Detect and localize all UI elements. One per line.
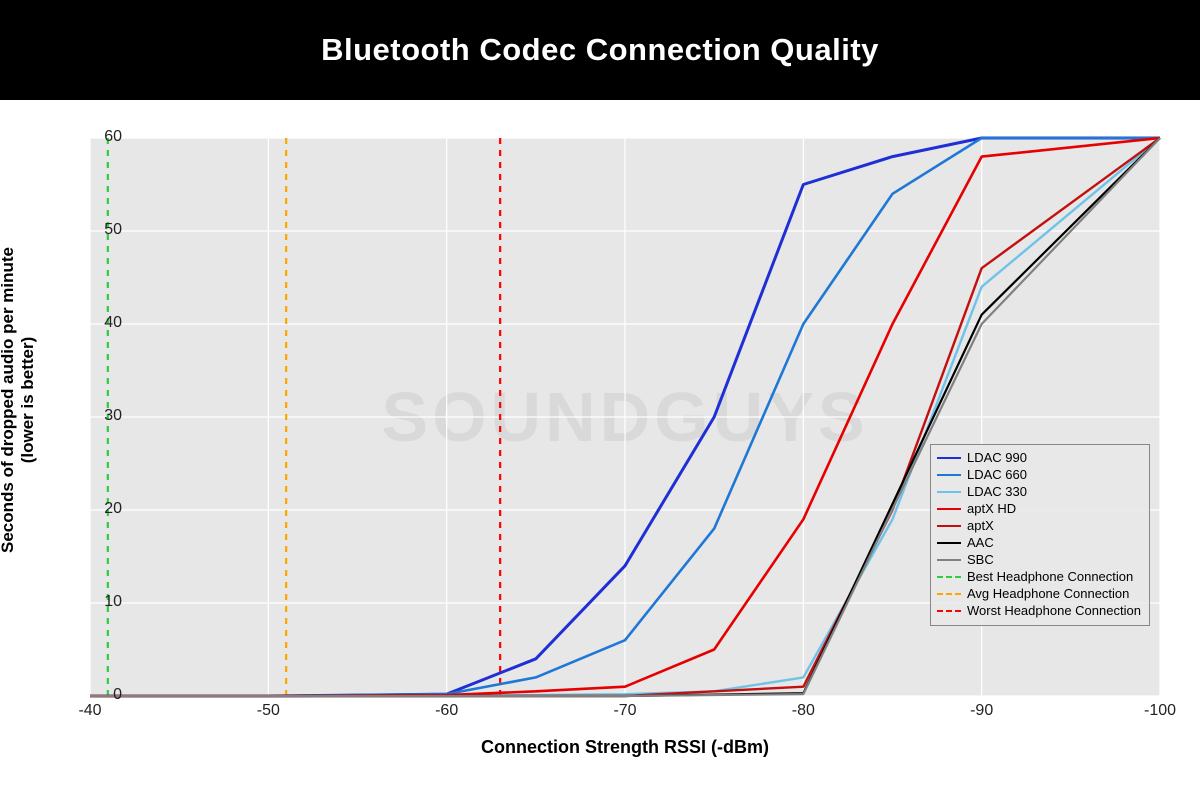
legend-item: LDAC 330 <box>937 483 1141 500</box>
y-tick-label: 30 <box>92 407 122 425</box>
y-tick-label: 50 <box>92 221 122 239</box>
legend-item: AAC <box>937 534 1141 551</box>
x-tick-label: -40 <box>65 702 115 720</box>
legend-label: LDAC 660 <box>967 467 1027 482</box>
legend-swatch <box>937 491 961 493</box>
y-tick-label: 40 <box>92 314 122 332</box>
legend-swatch <box>937 610 961 612</box>
x-tick-label: -80 <box>778 702 828 720</box>
legend-swatch <box>937 457 961 459</box>
legend-item: LDAC 660 <box>937 466 1141 483</box>
legend-swatch <box>937 542 961 544</box>
x-axis-label: Connection Strength RSSI (-dBm) <box>90 737 1160 758</box>
legend-item: LDAC 990 <box>937 449 1141 466</box>
y-tick-label: 20 <box>92 500 122 518</box>
legend-item: Avg Headphone Connection <box>937 585 1141 602</box>
legend-label: aptX HD <box>967 501 1016 516</box>
x-tick-label: -90 <box>957 702 1007 720</box>
legend-label: aptX <box>967 518 994 533</box>
legend-item: SBC <box>937 551 1141 568</box>
x-tick-label: -60 <box>422 702 472 720</box>
x-tick-label: -50 <box>243 702 293 720</box>
legend-label: SBC <box>967 552 994 567</box>
chart-title: Bluetooth Codec Connection Quality <box>321 32 879 68</box>
legend-swatch <box>937 593 961 595</box>
legend-label: Avg Headphone Connection <box>967 586 1129 601</box>
y-tick-label: 10 <box>92 593 122 611</box>
legend-item: Worst Headphone Connection <box>937 602 1141 619</box>
legend-label: LDAC 990 <box>967 450 1027 465</box>
y-tick-label: 60 <box>92 128 122 146</box>
legend-label: LDAC 330 <box>967 484 1027 499</box>
plot-area: SOUNDGUYS LDAC 990LDAC 660LDAC 330aptX H… <box>90 138 1160 696</box>
legend-item: aptX <box>937 517 1141 534</box>
legend-label: Best Headphone Connection <box>967 569 1133 584</box>
legend-swatch <box>937 508 961 510</box>
x-tick-label: -100 <box>1135 702 1185 720</box>
legend-swatch <box>937 474 961 476</box>
legend-label: AAC <box>967 535 994 550</box>
legend-swatch <box>937 559 961 561</box>
legend-item: aptX HD <box>937 500 1141 517</box>
y-axis-label-box: Seconds of dropped audio per minute(lowe… <box>6 200 30 600</box>
legend: LDAC 990 LDAC 660 LDAC 330 aptX HD aptX AAC SB… <box>930 444 1150 626</box>
legend-item: Best Headphone Connection <box>937 568 1141 585</box>
legend-swatch <box>937 525 961 527</box>
legend-label: Worst Headphone Connection <box>967 603 1141 618</box>
legend-swatch <box>937 576 961 578</box>
y-axis-label: Seconds of dropped audio per minute(lowe… <box>0 247 38 553</box>
x-tick-label: -70 <box>600 702 650 720</box>
title-bar: Bluetooth Codec Connection Quality <box>0 0 1200 100</box>
